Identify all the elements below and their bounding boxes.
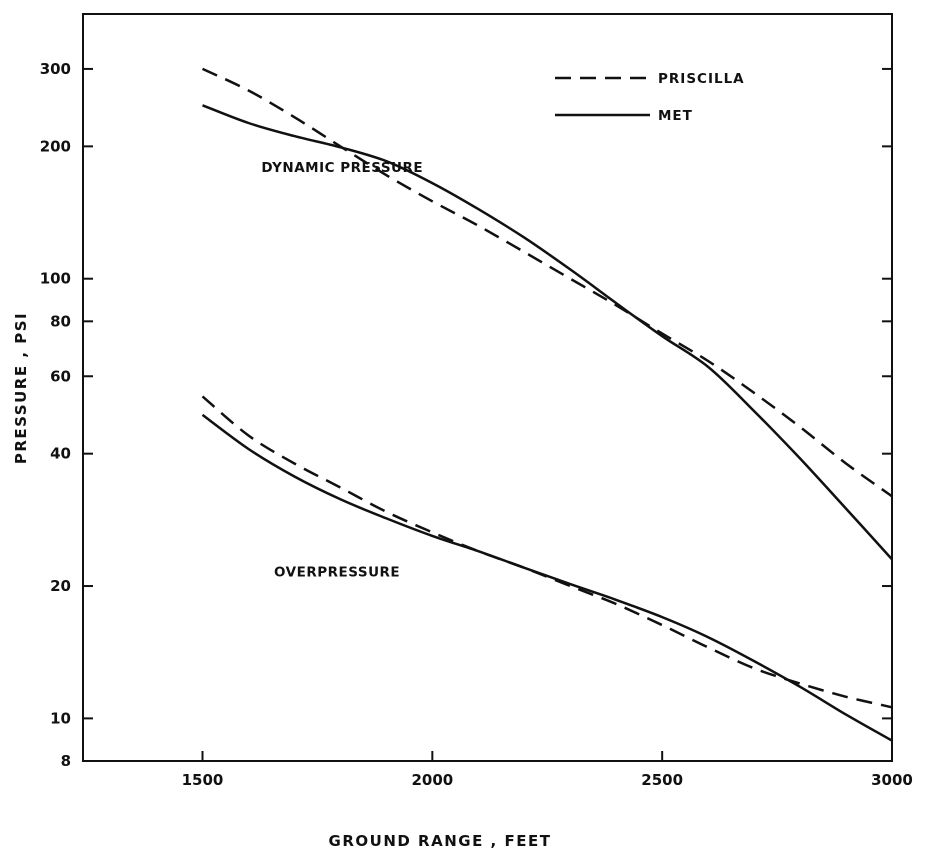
series-met-upper [202, 104, 893, 561]
y-tick-label: 80 [50, 312, 71, 330]
curve-annotations: DYNAMIC PRESSURE OVERPRESSURE [261, 160, 423, 581]
y-tick-label: 10 [50, 709, 71, 727]
legend-label-priscilla: PRISCILLA [658, 71, 745, 87]
series-priscilla-lower [201, 395, 893, 709]
series-lines [201, 67, 893, 742]
y-tick-label: 40 [50, 445, 71, 463]
x-tick-label: 3000 [871, 771, 913, 789]
y-tick-label: 300 [40, 60, 71, 78]
y-tick-label: 200 [40, 137, 71, 155]
x-tick-label: 1500 [182, 771, 224, 789]
y-tick-label: 100 [40, 270, 71, 288]
y-tick-label: 20 [50, 577, 71, 595]
legend: PRISCILLA MET [555, 71, 745, 124]
y-tick-label: 60 [50, 367, 71, 385]
overpressure-label: OVERPRESSURE [274, 565, 400, 581]
y-axis-title: PRESSURE , PSI [12, 312, 30, 464]
axis-ticks: 1500 2000 2500 3000 8 10 20 40 60 80 100 200 300 [40, 60, 913, 789]
plot-frame [82, 13, 893, 762]
y-tick-label: 8 [61, 752, 71, 770]
series-priscilla-upper [201, 67, 893, 498]
x-axis-title: GROUND RANGE , FEET [329, 832, 552, 850]
x-tick-label: 2000 [411, 771, 453, 789]
series-met-lower [201, 413, 893, 742]
x-tick-label: 2500 [641, 771, 683, 789]
dynamic-pressure-label: DYNAMIC PRESSURE [261, 160, 423, 176]
legend-label-met: MET [658, 108, 693, 124]
